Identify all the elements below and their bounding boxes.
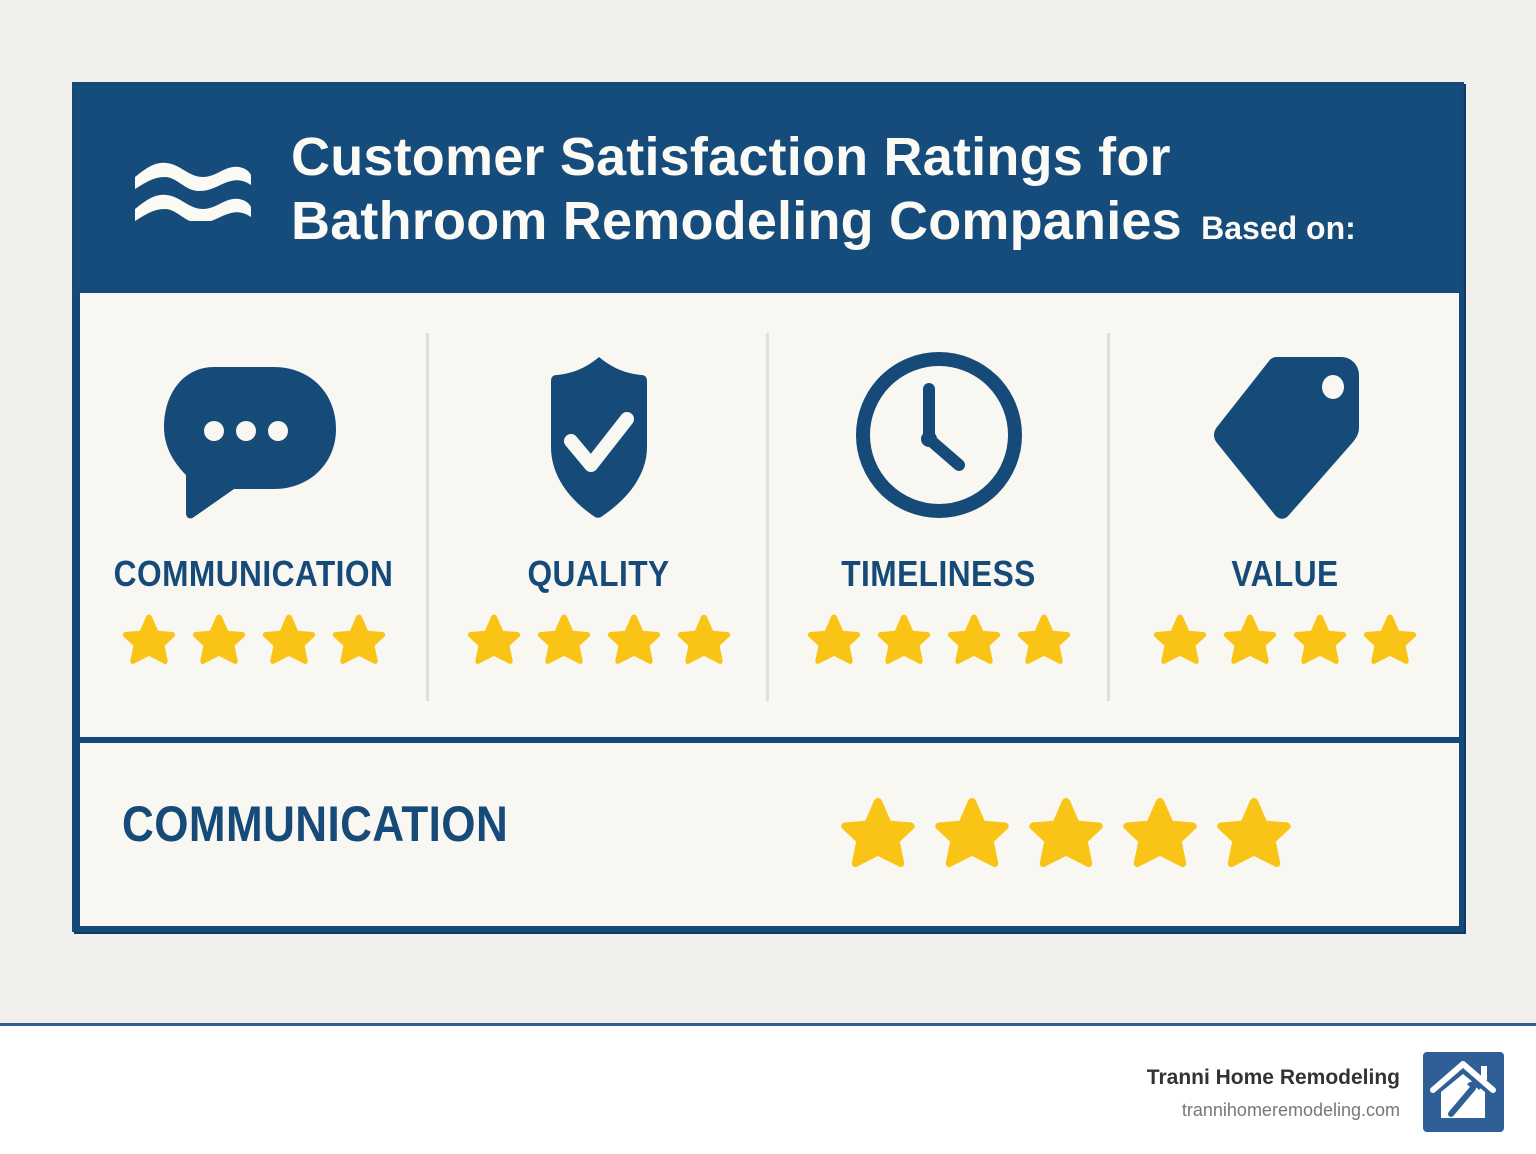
star-icon xyxy=(1024,793,1108,877)
star-icon xyxy=(329,611,389,671)
title-suffix: Based on: xyxy=(1201,210,1356,246)
summary-star-rating xyxy=(836,793,1296,877)
ratings-card: Customer Satisfaction Ratings for Bathro… xyxy=(72,82,1464,932)
star-rating xyxy=(80,611,427,671)
title-line-2: Bathroom Remodeling Companies Based on: xyxy=(291,191,1356,251)
summary-panel: COMMUNICATION xyxy=(80,743,1459,926)
star-rating xyxy=(770,611,1107,671)
star-icon xyxy=(1118,793,1202,877)
star-icon xyxy=(119,611,179,671)
categories-panel: COMMUNICATION QUALITY xyxy=(80,293,1459,737)
star-rating xyxy=(1111,611,1459,671)
star-icon xyxy=(1220,611,1280,671)
divider xyxy=(1107,333,1110,701)
star-icon xyxy=(259,611,319,671)
category-timeliness: TIMELINESS xyxy=(770,293,1107,737)
summary-label: COMMUNICATION xyxy=(122,796,509,852)
star-rating xyxy=(430,611,767,671)
star-icon xyxy=(1150,611,1210,671)
star-icon xyxy=(944,611,1004,671)
title-line-1: Customer Satisfaction Ratings for xyxy=(291,127,1171,187)
star-icon xyxy=(1290,611,1350,671)
category-label: TIMELINESS xyxy=(841,553,1036,594)
star-icon xyxy=(1360,611,1420,671)
star-icon xyxy=(874,611,934,671)
brand-logo xyxy=(1423,1052,1504,1132)
category-label: COMMUNICATION xyxy=(113,553,394,594)
price-tag-icon xyxy=(1214,357,1359,519)
speech-bubble-icon xyxy=(163,367,336,519)
brand-name: Tranni Home Remodeling xyxy=(1146,1066,1400,1089)
category-value: VALUE xyxy=(1111,293,1459,737)
house-hammer-icon xyxy=(1430,1061,1496,1118)
clock-icon xyxy=(855,352,1022,518)
star-icon xyxy=(1212,793,1296,877)
star-icon xyxy=(464,611,524,671)
footer-divider xyxy=(0,1023,1536,1026)
category-label: QUALITY xyxy=(527,553,670,594)
divider xyxy=(766,333,769,701)
star-icon xyxy=(930,793,1014,877)
shield-check-icon xyxy=(550,357,647,518)
star-icon xyxy=(804,611,864,671)
divider xyxy=(426,333,429,701)
page-title: Customer Satisfaction Ratings for Bathro… xyxy=(291,125,1356,260)
category-label: VALUE xyxy=(1231,553,1339,594)
category-communication: COMMUNICATION xyxy=(80,293,427,737)
star-icon xyxy=(534,611,594,671)
card-header: Customer Satisfaction Ratings for Bathro… xyxy=(75,85,1461,291)
star-icon xyxy=(1014,611,1074,671)
category-quality: QUALITY xyxy=(430,293,767,737)
star-icon xyxy=(836,793,920,877)
star-icon xyxy=(674,611,734,671)
footer: Tranni Home Remodeling trannihomeremodel… xyxy=(0,1026,1536,1154)
star-icon xyxy=(189,611,249,671)
wave-icon xyxy=(135,162,251,221)
brand-url[interactable]: trannihomeremodeling.com xyxy=(1181,1100,1400,1120)
star-icon xyxy=(604,611,664,671)
